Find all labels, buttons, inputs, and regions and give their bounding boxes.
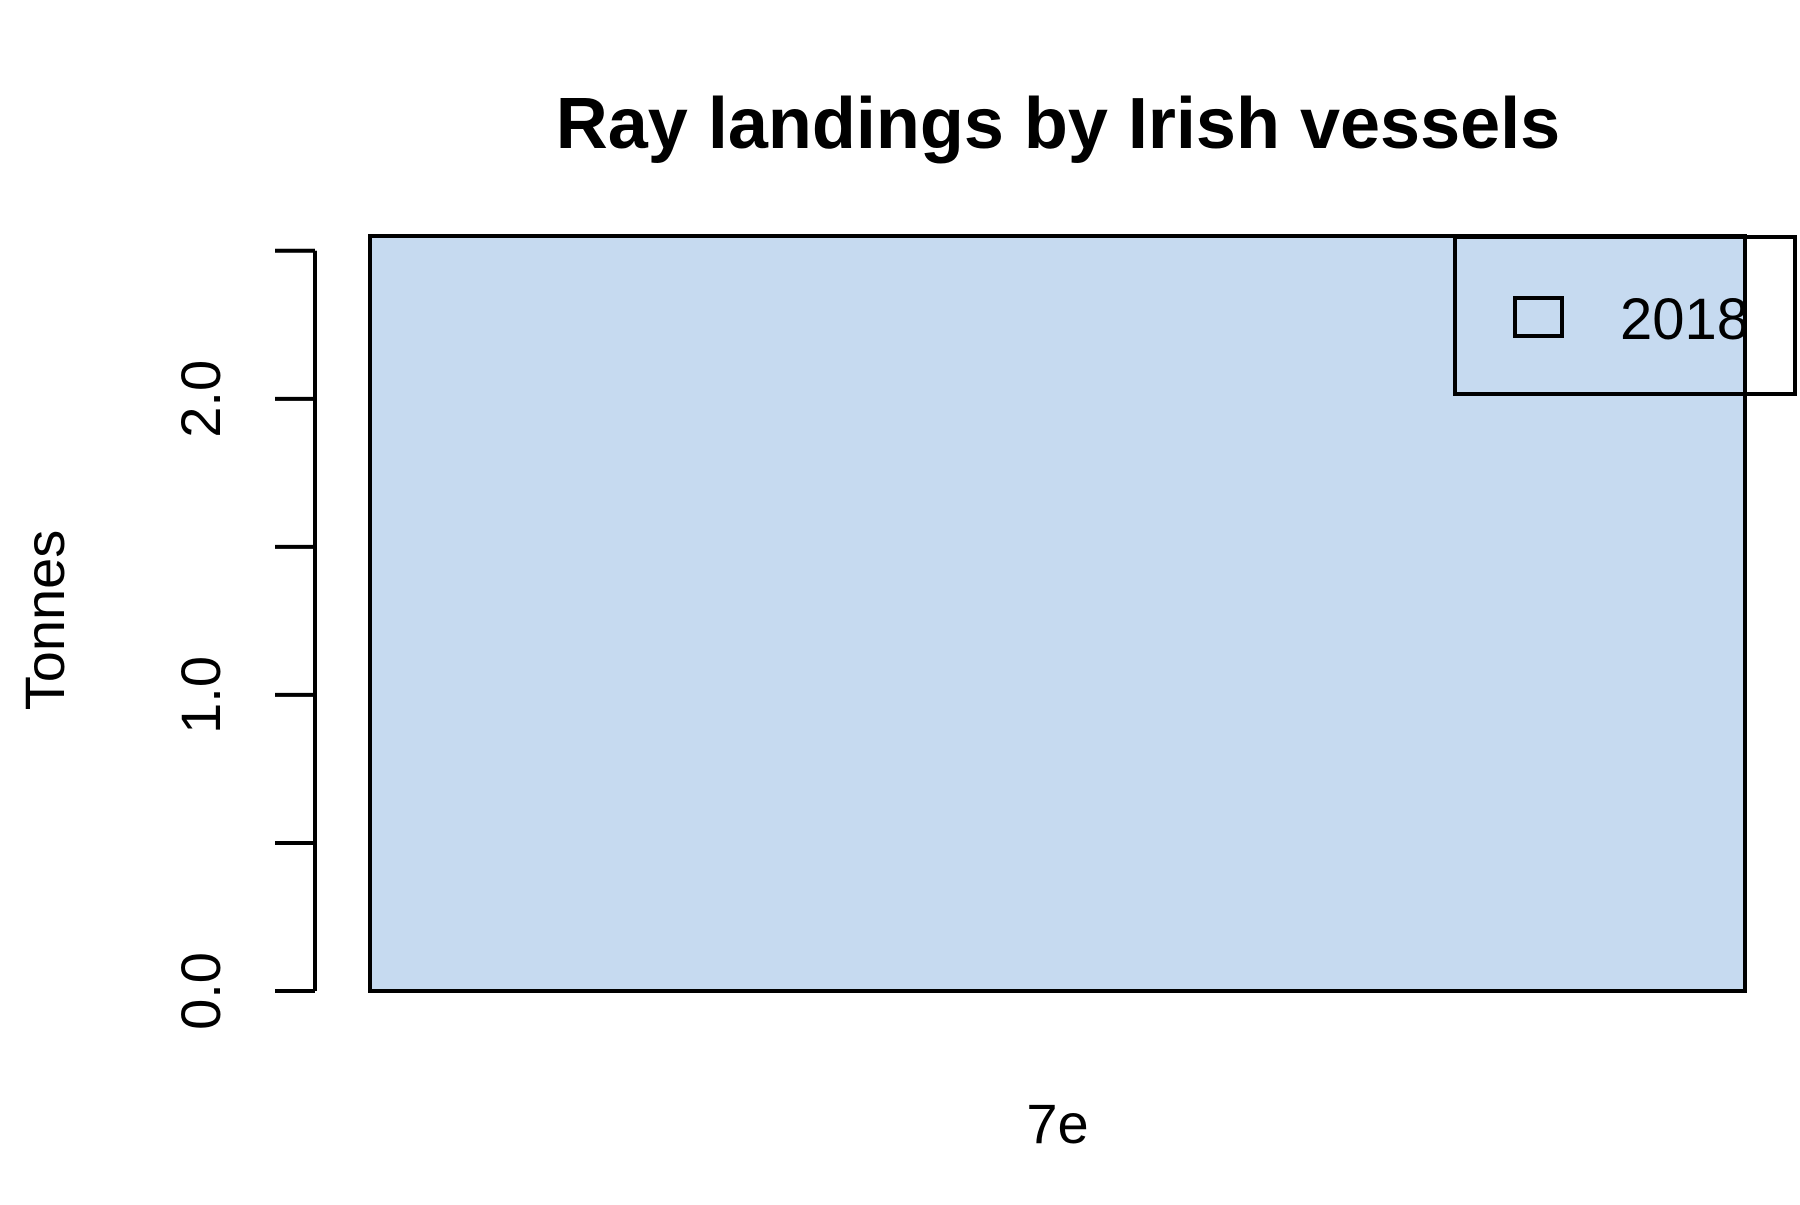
legend-box — [1453, 235, 1797, 396]
y-axis-label: Tonnes — [13, 530, 76, 711]
x-tick-label: 7e — [1026, 1092, 1088, 1155]
y-tick-label: 1.0 — [169, 656, 232, 734]
legend-label: 2018 — [1620, 287, 1749, 352]
bar-7e — [368, 234, 1747, 993]
x-tick-labels: 7e — [1026, 1092, 1088, 1155]
legend-swatch — [1513, 296, 1564, 338]
chart-title: Ray landings by Irish vessels — [556, 84, 1560, 164]
y-tick-label: 2.0 — [169, 360, 232, 438]
bar-group — [368, 234, 1747, 993]
y-tick-label: 0.0 — [169, 952, 232, 1030]
y-axis: 0.0 1.0 2.0 — [169, 248, 317, 1030]
legend: 2018 — [1453, 235, 1797, 396]
